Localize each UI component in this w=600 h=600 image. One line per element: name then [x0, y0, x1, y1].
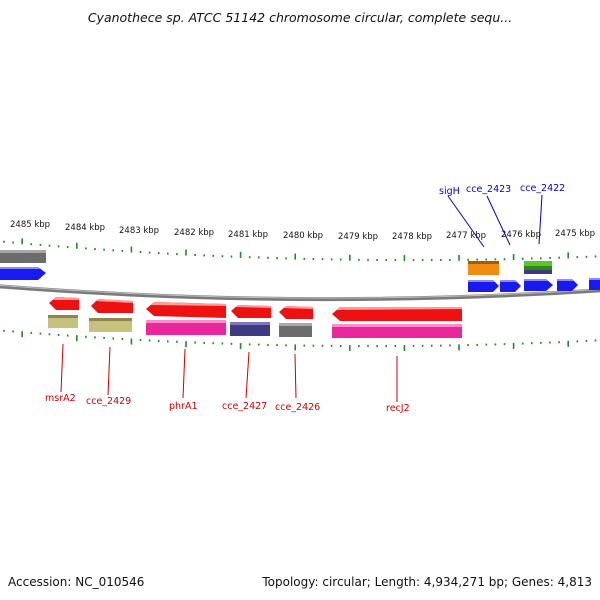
- reverse-label-leaders: [60, 343, 398, 402]
- gene-label-msrA2[interactable]: msrA2: [45, 393, 76, 404]
- gene-label-cce-2423[interactable]: cce_2423: [466, 184, 511, 195]
- gene-arrow-forward-4[interactable]: [557, 279, 578, 291]
- blue-gene-left-edge[interactable]: [0, 267, 46, 280]
- tick-label-2483: 2483 kbp: [119, 226, 159, 236]
- tick-label-2476: 2476 kbp: [501, 230, 541, 240]
- tick-label-2484: 2484 kbp: [65, 223, 105, 233]
- tick-label-2477: 2477 kbp: [446, 231, 486, 241]
- feature-box-msrA2[interactable]: [48, 315, 78, 328]
- tick-label-2478: 2478 kbp: [392, 232, 432, 242]
- upper-tick-row: [3, 238, 597, 262]
- gene-label-cce-2427[interactable]: cce_2427: [222, 401, 267, 412]
- gene-arrow-forward-5[interactable]: [589, 278, 600, 290]
- tick-label-2481: 2481 kbp: [228, 230, 268, 240]
- feature-box-sigH[interactable]: [468, 261, 499, 275]
- gene-label-cce-2426[interactable]: cce_2426: [275, 402, 320, 413]
- feature-box-cce-2427[interactable]: [230, 322, 270, 336]
- gene-label-phrA1[interactable]: phrA1: [169, 401, 198, 412]
- feature-box-cce-2426[interactable]: [279, 323, 312, 337]
- gene-arrow-recJ2[interactable]: [332, 307, 462, 321]
- feature-box-cce-2429[interactable]: [89, 318, 132, 332]
- feature-box-phrA1[interactable]: [146, 320, 226, 335]
- gene-label-sigH[interactable]: sigH: [439, 186, 460, 197]
- gene-arrow-cce-2422[interactable]: [524, 279, 553, 291]
- tick-label-2475: 2475 kbp: [555, 229, 595, 239]
- tick-label-2482: 2482 kbp: [174, 228, 214, 238]
- feature-box-cce-2422-navy[interactable]: [524, 270, 552, 274]
- map-title: Cyanothece sp. ATCC 51142 chromosome cir…: [87, 10, 513, 25]
- gene-arrow-phrA1[interactable]: [146, 302, 226, 318]
- gray-gene-left-edge[interactable]: [0, 250, 46, 263]
- gene-arrow-sigH[interactable]: [468, 280, 499, 292]
- topology-summary: Topology: circular; Length: 4,934,271 bp…: [262, 575, 592, 589]
- gene-label-recJ2[interactable]: recJ2: [386, 403, 410, 414]
- gene-arrow-cce-2423[interactable]: [500, 280, 521, 292]
- chromosome-backbone: [0, 284, 600, 302]
- feature-box-cce-2422-green[interactable]: [524, 261, 552, 266]
- gene-label-cce-2429[interactable]: cce_2429: [86, 396, 131, 407]
- feature-box-recJ2[interactable]: [332, 324, 462, 338]
- gene-label-cce-2422[interactable]: cce_2422: [520, 183, 565, 194]
- tick-label-2485: 2485 kbp: [10, 220, 50, 230]
- lower-tick-row: [3, 329, 597, 351]
- tick-label-2480: 2480 kbp: [283, 231, 323, 241]
- gene-arrow-cce-2429[interactable]: [91, 299, 133, 313]
- accession-text: Accession: NC_010546: [8, 575, 145, 589]
- gene-arrow-msrA2[interactable]: [49, 297, 79, 310]
- forward-label-leaders: [447, 194, 543, 248]
- gene-arrow-cce-2426[interactable]: [279, 306, 313, 319]
- gene-arrow-cce-2427[interactable]: [231, 305, 271, 318]
- tick-label-2479: 2479 kbp: [338, 232, 378, 242]
